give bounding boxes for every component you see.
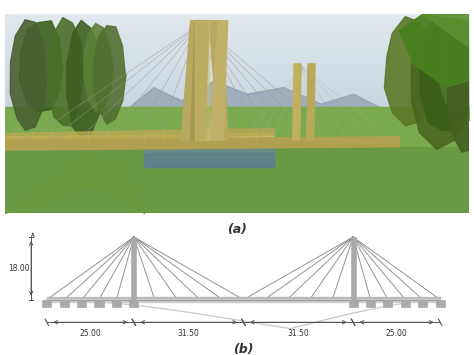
Polygon shape xyxy=(93,25,124,120)
Text: (b): (b) xyxy=(233,343,254,355)
Bar xyxy=(129,300,138,307)
Bar xyxy=(144,153,274,166)
Polygon shape xyxy=(447,20,474,156)
Polygon shape xyxy=(5,129,274,140)
Bar xyxy=(5,147,469,213)
Polygon shape xyxy=(181,21,200,140)
Bar xyxy=(94,300,103,307)
Polygon shape xyxy=(408,25,474,147)
Bar xyxy=(60,300,69,307)
Polygon shape xyxy=(209,21,228,140)
Polygon shape xyxy=(82,24,112,109)
Text: 25.00: 25.00 xyxy=(80,328,101,338)
Bar xyxy=(144,140,274,166)
Bar xyxy=(42,300,51,307)
Bar xyxy=(401,300,410,307)
Polygon shape xyxy=(420,23,473,134)
Bar xyxy=(77,300,86,307)
Polygon shape xyxy=(9,18,47,134)
Bar xyxy=(350,237,356,301)
Bar xyxy=(131,237,137,301)
Bar xyxy=(418,300,427,307)
Bar xyxy=(436,300,445,307)
Polygon shape xyxy=(439,17,474,115)
Polygon shape xyxy=(19,16,65,113)
Polygon shape xyxy=(383,22,434,122)
Bar xyxy=(5,107,469,213)
Polygon shape xyxy=(307,64,315,140)
Polygon shape xyxy=(293,64,301,140)
Polygon shape xyxy=(209,21,228,140)
Text: (a): (a) xyxy=(227,223,247,236)
Bar xyxy=(383,300,392,307)
Polygon shape xyxy=(400,14,469,87)
Polygon shape xyxy=(66,17,102,141)
Text: 25.00: 25.00 xyxy=(386,328,408,338)
Polygon shape xyxy=(5,133,274,143)
Polygon shape xyxy=(47,19,84,131)
Bar xyxy=(348,300,358,307)
Bar xyxy=(366,300,375,307)
Polygon shape xyxy=(191,21,209,140)
Polygon shape xyxy=(195,21,209,140)
Text: 31.50: 31.50 xyxy=(178,328,200,338)
Polygon shape xyxy=(5,137,400,150)
Text: 31.50: 31.50 xyxy=(287,328,309,338)
Polygon shape xyxy=(423,14,469,47)
Bar xyxy=(112,300,121,307)
Text: 18.00: 18.00 xyxy=(8,264,29,273)
